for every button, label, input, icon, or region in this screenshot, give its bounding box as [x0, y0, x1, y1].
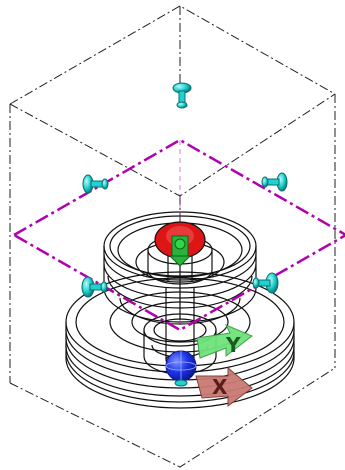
- x-axis-label: X: [212, 375, 228, 399]
- triad-origin[interactable]: [165, 350, 197, 387]
- z-axis-handle[interactable]: [154, 221, 206, 320]
- work-plane-grip-bottom-left[interactable]: [81, 276, 108, 298]
- transform-triad[interactable]: Y X: [154, 221, 253, 407]
- x-axis-arrow[interactable]: X: [195, 366, 253, 407]
- y-axis-label: Y: [225, 333, 241, 357]
- y-axis-arrow[interactable]: Y: [196, 324, 253, 359]
- work-plane-grip-bottom-right[interactable]: [252, 272, 279, 294]
- work-plane-grip-top[interactable]: [172, 82, 192, 109]
- work-plane-grip-left[interactable]: [82, 174, 109, 194]
- work-plane-grip-right[interactable]: [261, 172, 288, 192]
